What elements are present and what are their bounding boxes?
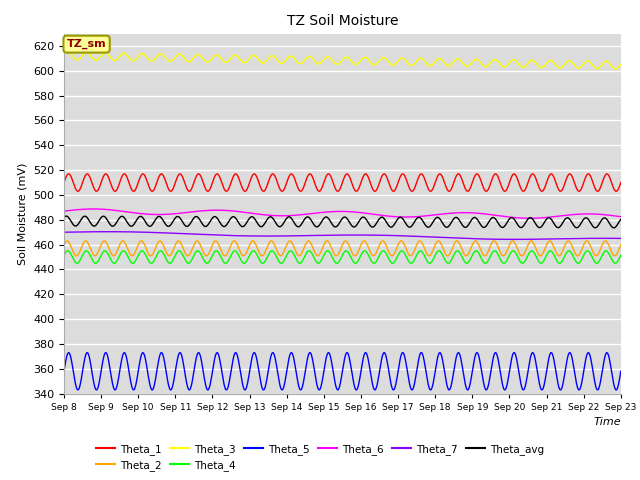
Line: Theta_3: Theta_3	[64, 52, 621, 69]
Theta_4	[212, 248, 220, 254]
Theta_2	[179, 246, 187, 252]
Theta_1	[617, 180, 625, 186]
Line: Theta_6: Theta_6	[64, 209, 621, 218]
Theta_2	[305, 238, 312, 244]
Theta_1	[180, 176, 188, 182]
Theta_5	[617, 369, 625, 375]
Theta_1	[65, 171, 72, 177]
Line: Theta_avg: Theta_avg	[64, 216, 621, 228]
Theta_7	[397, 233, 404, 239]
Theta_7	[180, 231, 188, 237]
Theta_4	[179, 253, 187, 259]
Theta_5	[397, 354, 404, 360]
Theta_3	[397, 55, 404, 61]
Theta_2	[407, 253, 415, 259]
Theta_4	[407, 260, 415, 266]
Theta_4	[60, 252, 68, 258]
Theta_3	[617, 62, 625, 68]
Theta_6	[60, 208, 68, 214]
Theta_4	[564, 248, 572, 254]
Theta_1	[216, 174, 223, 180]
Theta_5	[617, 368, 625, 374]
Theta_avg	[610, 225, 618, 231]
Theta_7	[216, 232, 223, 238]
Theta_1	[60, 180, 68, 185]
Theta_1	[564, 172, 572, 178]
Theta_avg	[63, 213, 70, 219]
Theta_4	[617, 252, 625, 258]
Theta_4	[617, 252, 625, 258]
Line: Theta_4: Theta_4	[64, 251, 621, 263]
Theta_3	[180, 54, 188, 60]
Theta_7	[406, 233, 414, 239]
Theta_avg	[180, 220, 188, 226]
Theta_5	[612, 387, 620, 393]
Theta_avg	[397, 215, 404, 220]
Theta_1	[406, 187, 414, 193]
Theta_5	[65, 350, 72, 356]
Theta_avg	[216, 219, 223, 225]
Theta_avg	[406, 224, 414, 230]
Theta_7	[564, 236, 572, 241]
Theta_3	[406, 62, 414, 68]
Legend: Theta_1, Theta_2, Theta_3, Theta_4, Theta_5, Theta_6, Theta_7, Theta_avg: Theta_1, Theta_2, Theta_3, Theta_4, Thet…	[92, 439, 548, 475]
Theta_2	[216, 243, 223, 249]
Theta_1	[617, 180, 625, 185]
Theta_6	[397, 214, 404, 220]
Theta_5	[406, 385, 414, 391]
X-axis label: Time: Time	[593, 417, 621, 427]
Theta_6	[564, 212, 572, 218]
Theta_3	[564, 58, 572, 64]
Theta_5	[564, 353, 572, 359]
Line: Theta_5: Theta_5	[64, 353, 621, 390]
Y-axis label: Soil Moisture (mV): Soil Moisture (mV)	[17, 162, 28, 265]
Theta_7	[105, 229, 113, 235]
Theta_2	[617, 242, 625, 248]
Theta_3	[216, 54, 223, 60]
Theta_2	[314, 253, 321, 259]
Theta_1	[612, 188, 620, 194]
Theta_6	[216, 207, 223, 213]
Line: Theta_2: Theta_2	[64, 241, 621, 256]
Theta_2	[564, 238, 572, 244]
Theta_6	[90, 206, 97, 212]
Theta_2	[397, 238, 404, 244]
Theta_6	[617, 214, 625, 219]
Theta_4	[397, 248, 404, 254]
Theta_3	[612, 66, 620, 72]
Theta_3	[60, 52, 68, 58]
Theta_7	[617, 236, 625, 241]
Line: Theta_7: Theta_7	[64, 232, 621, 240]
Theta_6	[525, 216, 533, 221]
Theta_avg	[564, 215, 572, 221]
Theta_7	[511, 237, 518, 242]
Theta_5	[60, 368, 68, 374]
Theta_1	[397, 173, 404, 179]
Theta_2	[60, 242, 68, 248]
Theta_4	[216, 252, 223, 258]
Theta_3	[617, 61, 625, 67]
Text: TZ_sm: TZ_sm	[67, 39, 106, 49]
Theta_4	[203, 260, 211, 266]
Theta_avg	[60, 215, 68, 220]
Theta_6	[180, 210, 188, 216]
Theta_6	[617, 214, 625, 219]
Theta_2	[617, 242, 625, 248]
Line: Theta_1: Theta_1	[64, 174, 621, 191]
Title: TZ Soil Moisture: TZ Soil Moisture	[287, 14, 398, 28]
Theta_5	[216, 356, 223, 362]
Theta_7	[617, 236, 625, 241]
Theta_5	[180, 361, 188, 367]
Theta_6	[406, 214, 414, 220]
Theta_3	[64, 49, 72, 55]
Theta_avg	[617, 216, 625, 222]
Theta_avg	[617, 216, 625, 222]
Theta_7	[60, 229, 68, 235]
